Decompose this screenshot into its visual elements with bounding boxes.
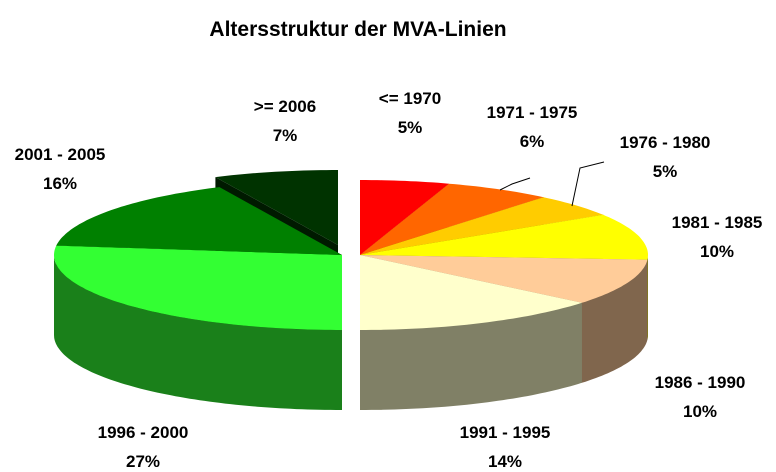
pie-slice bbox=[360, 180, 449, 255]
slice-label: 1976 - 1980 bbox=[620, 133, 711, 152]
pie-slice bbox=[56, 187, 343, 255]
leader-line bbox=[499, 177, 531, 191]
slice-value-label: 16% bbox=[43, 174, 77, 193]
slice-value-label: 10% bbox=[700, 242, 734, 261]
slice-value-label: 14% bbox=[488, 452, 522, 471]
pie-slice bbox=[360, 183, 544, 255]
slice-value-label: 10% bbox=[683, 402, 717, 421]
slice-label: >= 2006 bbox=[254, 97, 316, 116]
slice-value-label: 5% bbox=[398, 118, 423, 137]
slice-value-label: 27% bbox=[126, 452, 160, 471]
chart-title: Altersstruktur der MVA-Linien bbox=[209, 18, 506, 41]
pie-slice bbox=[360, 197, 604, 255]
pie-slice bbox=[360, 214, 648, 260]
pie-slice bbox=[215, 170, 338, 245]
pie-slice bbox=[360, 255, 648, 303]
slice-wall bbox=[360, 302, 582, 410]
slice-label: 2001 - 2005 bbox=[15, 145, 106, 164]
slice-value-label: 7% bbox=[273, 126, 298, 145]
pie-slice bbox=[360, 255, 582, 330]
leader-line bbox=[571, 161, 605, 207]
slice-label: <= 1970 bbox=[379, 89, 441, 108]
slice-label: 1981 - 1985 bbox=[672, 213, 763, 232]
slice-wall bbox=[581, 259, 648, 383]
slice-wall bbox=[647, 255, 648, 340]
slice-value-label: 5% bbox=[653, 162, 678, 181]
slice-wall bbox=[54, 255, 342, 410]
slice-label: 1986 - 1990 bbox=[655, 373, 746, 392]
pie-slice bbox=[54, 245, 342, 330]
slice-label: 1991 - 1995 bbox=[460, 423, 551, 442]
slice-label: 1996 - 2000 bbox=[98, 423, 189, 442]
slice-value-label: 6% bbox=[520, 132, 545, 151]
slice-label: 1971 - 1975 bbox=[487, 103, 578, 122]
